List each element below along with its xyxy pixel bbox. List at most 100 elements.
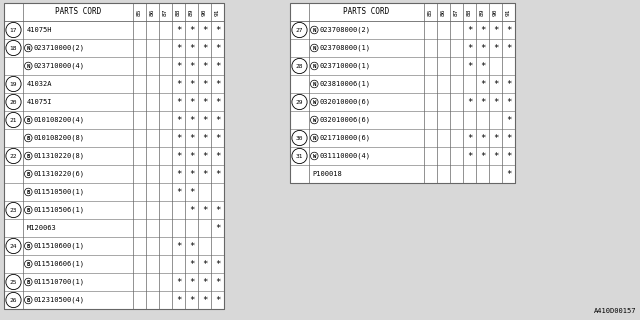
Text: 011510600(1): 011510600(1) — [34, 243, 84, 249]
Text: *: * — [189, 79, 194, 89]
Text: *: * — [189, 61, 194, 70]
Text: B: B — [27, 117, 30, 123]
Text: *: * — [215, 277, 220, 286]
Text: A410D00157: A410D00157 — [593, 308, 636, 314]
Text: *: * — [176, 61, 181, 70]
Text: *: * — [493, 44, 498, 52]
Text: *: * — [202, 295, 207, 305]
Text: *: * — [215, 260, 220, 268]
Text: 011510606(1): 011510606(1) — [34, 261, 84, 267]
Text: *: * — [480, 79, 485, 89]
Text: B: B — [27, 135, 30, 140]
Text: P100018: P100018 — [312, 171, 342, 177]
Text: *: * — [202, 26, 207, 35]
Text: B: B — [27, 298, 30, 302]
Text: 011510700(1): 011510700(1) — [34, 279, 84, 285]
Text: *: * — [202, 260, 207, 268]
Text: *: * — [506, 170, 511, 179]
Text: 23: 23 — [10, 207, 17, 212]
Text: 30: 30 — [296, 135, 303, 140]
Text: *: * — [189, 205, 194, 214]
Text: 27: 27 — [296, 28, 303, 33]
Text: *: * — [506, 79, 511, 89]
Text: 023710000(2): 023710000(2) — [34, 45, 84, 51]
Text: B: B — [27, 207, 30, 212]
Text: 90: 90 — [202, 8, 207, 16]
Text: *: * — [202, 98, 207, 107]
Text: *: * — [189, 98, 194, 107]
Text: 91: 91 — [215, 8, 220, 16]
Text: *: * — [480, 151, 485, 161]
Text: 22: 22 — [10, 154, 17, 158]
Text: 21: 21 — [10, 117, 17, 123]
Text: *: * — [215, 223, 220, 233]
Text: *: * — [189, 188, 194, 196]
Text: 86: 86 — [150, 8, 155, 16]
Text: 031110000(4): 031110000(4) — [319, 153, 371, 159]
Text: *: * — [215, 205, 220, 214]
Text: *: * — [189, 44, 194, 52]
Text: *: * — [176, 277, 181, 286]
Text: 86: 86 — [441, 8, 446, 16]
Text: *: * — [202, 205, 207, 214]
Text: 19: 19 — [10, 82, 17, 86]
Text: B: B — [27, 279, 30, 284]
Text: *: * — [202, 61, 207, 70]
Text: *: * — [493, 98, 498, 107]
Text: *: * — [176, 44, 181, 52]
Text: *: * — [467, 98, 472, 107]
Text: 032010006(6): 032010006(6) — [319, 117, 371, 123]
Text: *: * — [215, 44, 220, 52]
Text: *: * — [189, 133, 194, 142]
Text: 85: 85 — [428, 8, 433, 16]
Text: 85: 85 — [137, 8, 142, 16]
Text: *: * — [467, 151, 472, 161]
Text: *: * — [189, 26, 194, 35]
Text: *: * — [189, 260, 194, 268]
Text: 29: 29 — [296, 100, 303, 105]
Text: *: * — [480, 44, 485, 52]
Text: 023710000(1): 023710000(1) — [319, 63, 371, 69]
Text: *: * — [506, 26, 511, 35]
Bar — [290, 3, 515, 183]
Text: *: * — [176, 133, 181, 142]
Text: *: * — [480, 133, 485, 142]
Text: *: * — [215, 79, 220, 89]
Text: *: * — [215, 98, 220, 107]
Text: *: * — [189, 151, 194, 161]
Text: *: * — [467, 44, 472, 52]
Text: *: * — [215, 61, 220, 70]
Text: *: * — [176, 98, 181, 107]
Text: *: * — [493, 79, 498, 89]
Text: 023708000(2): 023708000(2) — [319, 27, 371, 33]
Text: 28: 28 — [296, 63, 303, 68]
Text: *: * — [189, 116, 194, 124]
Text: N: N — [313, 45, 316, 51]
Text: 023710000(4): 023710000(4) — [34, 63, 84, 69]
Text: *: * — [176, 116, 181, 124]
Text: *: * — [202, 79, 207, 89]
Text: *: * — [215, 295, 220, 305]
Text: 31: 31 — [296, 154, 303, 158]
Text: *: * — [467, 133, 472, 142]
Text: *: * — [480, 98, 485, 107]
Text: *: * — [493, 133, 498, 142]
Text: *: * — [506, 44, 511, 52]
Text: *: * — [176, 170, 181, 179]
Text: *: * — [215, 26, 220, 35]
Text: *: * — [215, 116, 220, 124]
Text: 41075H: 41075H — [26, 27, 52, 33]
Text: *: * — [215, 170, 220, 179]
Text: *: * — [176, 26, 181, 35]
Text: *: * — [202, 151, 207, 161]
Text: 24: 24 — [10, 244, 17, 249]
Text: 010108200(4): 010108200(4) — [34, 117, 84, 123]
Text: 011310220(6): 011310220(6) — [34, 171, 84, 177]
Text: *: * — [506, 98, 511, 107]
Text: B: B — [27, 261, 30, 267]
Text: 032010000(6): 032010000(6) — [319, 99, 371, 105]
Text: 012310500(4): 012310500(4) — [34, 297, 84, 303]
Text: B: B — [27, 189, 30, 195]
Text: *: * — [506, 151, 511, 161]
Text: *: * — [467, 61, 472, 70]
